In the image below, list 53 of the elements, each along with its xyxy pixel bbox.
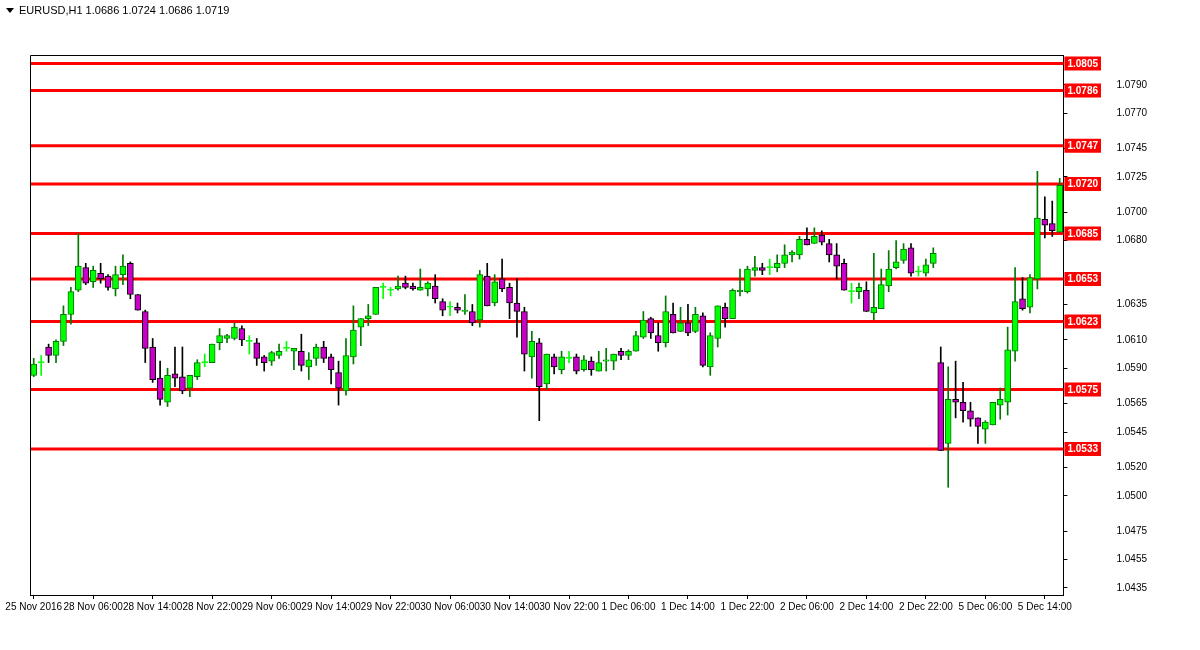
- y-tick-label: 1.0790: [1116, 78, 1148, 90]
- candlestick: [364, 304, 372, 327]
- candlestick: [290, 348, 298, 370]
- candlestick: [446, 301, 454, 317]
- y-tick-label: 1.0635: [1116, 298, 1148, 310]
- x-tick-label: 1 Dec 22:00: [720, 600, 775, 612]
- chart-title: EURUSD,H1 1.0686 1.0724 1.0686 1.0719: [19, 3, 230, 17]
- x-tick-label: 30 Nov 14:00: [479, 600, 540, 612]
- x-tick-label: 29 Nov 14:00: [301, 600, 362, 612]
- x-tick-label: 2 Dec 22:00: [898, 600, 954, 612]
- candlestick: [602, 348, 610, 372]
- x-tick-label: 2 Dec 14:00: [839, 600, 894, 612]
- candlestick: [565, 350, 573, 363]
- y-tick-label: 1.0565: [1116, 397, 1148, 409]
- ref-line-label: 1.0685: [1067, 227, 1099, 239]
- ref-line-label: 1.0653: [1067, 273, 1099, 285]
- ref-line-label: 1.0805: [1067, 57, 1099, 69]
- y-tick-label: 1.0745: [1116, 142, 1148, 154]
- ref-line-label: 1.0623: [1067, 315, 1099, 327]
- x-tick-label: 5 Dec 06:00: [958, 600, 1013, 612]
- x-tick-label: 28 Nov 22:00: [182, 600, 243, 612]
- y-tick-label: 1.0590: [1116, 361, 1148, 373]
- y-tick-label: 1.0520: [1116, 461, 1148, 473]
- candlestick: [751, 255, 759, 277]
- x-tick-label: 30 Nov 22:00: [539, 600, 600, 612]
- x-tick-label: 28 Nov 14:00: [122, 600, 183, 612]
- x-tick-label: 1 Dec 14:00: [661, 600, 716, 612]
- y-tick-label: 1.0610: [1116, 333, 1148, 345]
- ref-line-label: 1.0575: [1067, 383, 1099, 395]
- ref-line-label: 1.0533: [1067, 443, 1099, 455]
- ref-line-label: 1.0747: [1067, 139, 1099, 151]
- y-tick-label: 1.0725: [1116, 170, 1148, 182]
- y-tick-label: 1.0770: [1116, 106, 1148, 118]
- candlestick: [245, 335, 253, 355]
- x-tick-label: 29 Nov 22:00: [360, 600, 421, 612]
- y-tick-label: 1.0700: [1116, 206, 1148, 218]
- y-tick-label: 1.0680: [1116, 234, 1148, 246]
- x-tick-label: 29 Nov 06:00: [241, 600, 302, 612]
- ref-line-label: 1.0720: [1067, 178, 1099, 190]
- candlestick: [416, 268, 424, 291]
- x-tick-label: 2 Dec 06:00: [779, 600, 835, 612]
- x-tick-label: 25 Nov 2016: [5, 600, 63, 612]
- candlestick: [461, 294, 469, 315]
- y-tick-label: 1.0435: [1116, 581, 1148, 593]
- x-tick-label: 5 Dec 14:00: [1017, 600, 1073, 612]
- y-tick-label: 1.0475: [1116, 524, 1148, 536]
- y-tick-label: 1.0455: [1116, 553, 1148, 565]
- y-tick-label: 1.0545: [1116, 425, 1148, 437]
- x-tick-label: 28 Nov 06:00: [63, 600, 124, 612]
- ref-line-label: 1.0786: [1067, 84, 1099, 96]
- x-tick-label: 1 Dec 06:00: [601, 600, 656, 612]
- y-tick-label: 1.0500: [1116, 489, 1148, 501]
- x-tick-label: 30 Nov 06:00: [420, 600, 481, 612]
